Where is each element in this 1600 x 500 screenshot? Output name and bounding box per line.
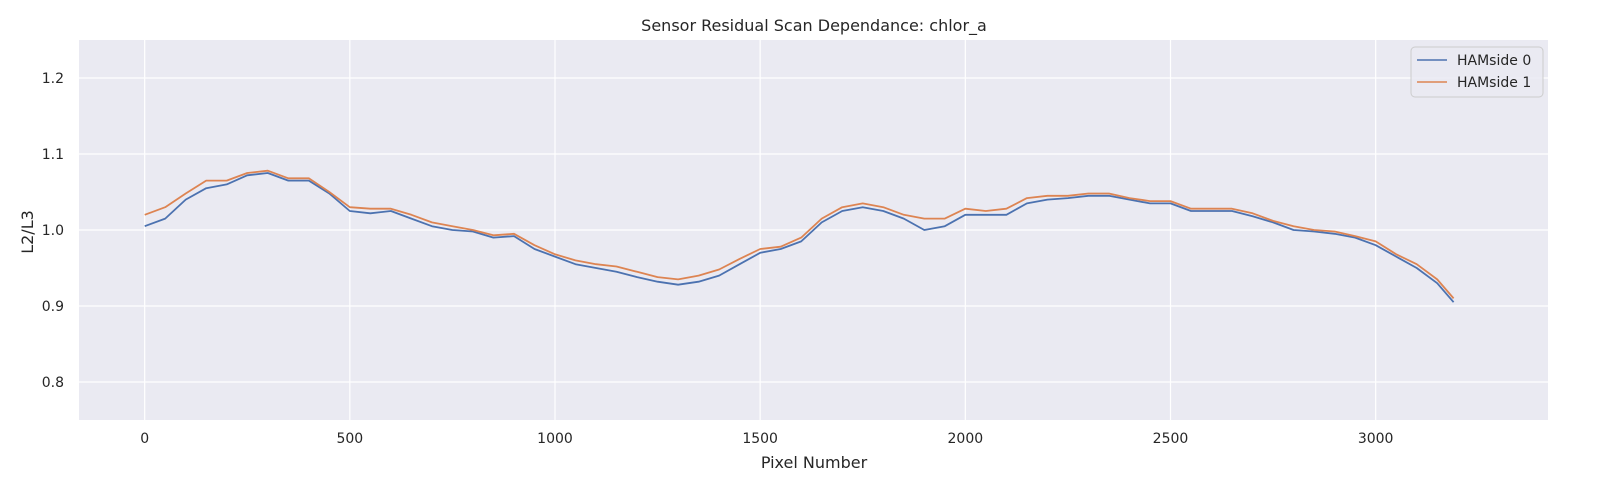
series-line-hamside-0	[144, 172, 1455, 303]
x-tick-label: 0	[140, 431, 149, 447]
series-lines	[144, 169, 1455, 303]
x-tick-label: 3000	[1358, 431, 1394, 447]
tick-labels: 0 500 1000 1500 2000 2500 3000 0.8 0.9 1.0 1.1 1.2	[42, 71, 1394, 447]
chart-title: Sensor Residual Scan Dependance: chlor_a	[641, 16, 987, 36]
y-axis-label: L2/L3	[18, 210, 37, 254]
x-axis-label: Pixel Number	[761, 453, 868, 472]
x-tick-label: 2000	[948, 431, 984, 447]
x-tick-label: 2500	[1153, 431, 1189, 447]
legend-label-hamside-1: HAMside 1	[1457, 75, 1531, 91]
y-tick-label: 0.8	[42, 375, 64, 391]
legend: HAMside 0 HAMside 1	[1410, 46, 1544, 98]
x-tick-label: 500	[336, 431, 363, 447]
x-tick-label: 1500	[742, 431, 778, 447]
legend-label-hamside-0: HAMside 0	[1457, 53, 1531, 69]
y-tick-label: 1.1	[42, 147, 64, 163]
y-tick-label: 1.2	[42, 71, 64, 87]
y-tick-label: 1.0	[42, 223, 64, 239]
series-line-hamside-1	[144, 169, 1455, 299]
y-tick-label: 0.9	[42, 299, 64, 315]
x-tick-label: 1000	[537, 431, 573, 447]
